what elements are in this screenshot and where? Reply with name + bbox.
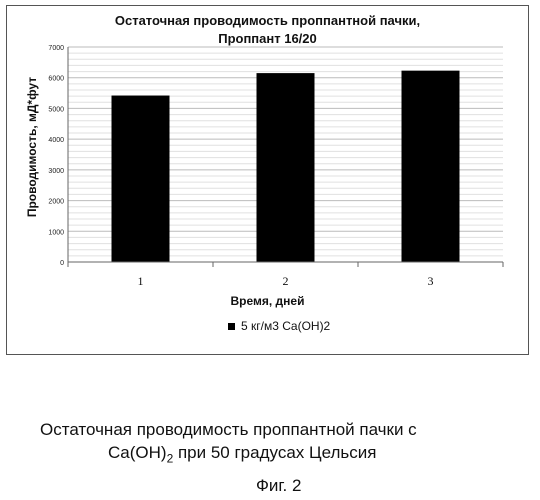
y-axis-label: Проводимость, мД*фут	[25, 57, 39, 237]
x-tick-labels: 1 2 3	[68, 262, 503, 288]
y-tick-label: 1000	[48, 229, 64, 236]
legend: 5 кг/м3 Ca(OH)2	[228, 319, 330, 333]
x-tick-label: 3	[428, 274, 434, 288]
y-tick-label: 3000	[48, 168, 64, 175]
legend-label: 5 кг/м3 Ca(OH)2	[241, 319, 330, 333]
x-axis-label: Время, дней	[6, 294, 529, 308]
x-tick-label: 2	[283, 274, 289, 288]
bar	[402, 71, 460, 262]
bar	[257, 73, 315, 262]
bars	[112, 71, 460, 262]
y-tick-label: 0	[60, 260, 64, 267]
figure-caption-line1: Остаточная проводимость проппантной пачк…	[40, 420, 540, 440]
figure-number: Фиг. 2	[256, 476, 301, 496]
y-tick-label: 5000	[48, 106, 64, 113]
x-tick-label: 1	[138, 274, 144, 288]
y-tick-label: 7000	[48, 45, 64, 52]
figure-caption-line2: Ca(OH)2 при 50 градусах Цельсия	[108, 443, 508, 465]
legend-swatch	[228, 323, 235, 330]
y-tick-label: 2000	[48, 199, 64, 206]
bar	[112, 96, 170, 262]
y-tick-labels: 0 1000 2000 3000 4000 5000 6000 7000	[48, 45, 64, 267]
y-tick-label: 6000	[48, 76, 64, 83]
y-tick-label: 4000	[48, 137, 64, 144]
